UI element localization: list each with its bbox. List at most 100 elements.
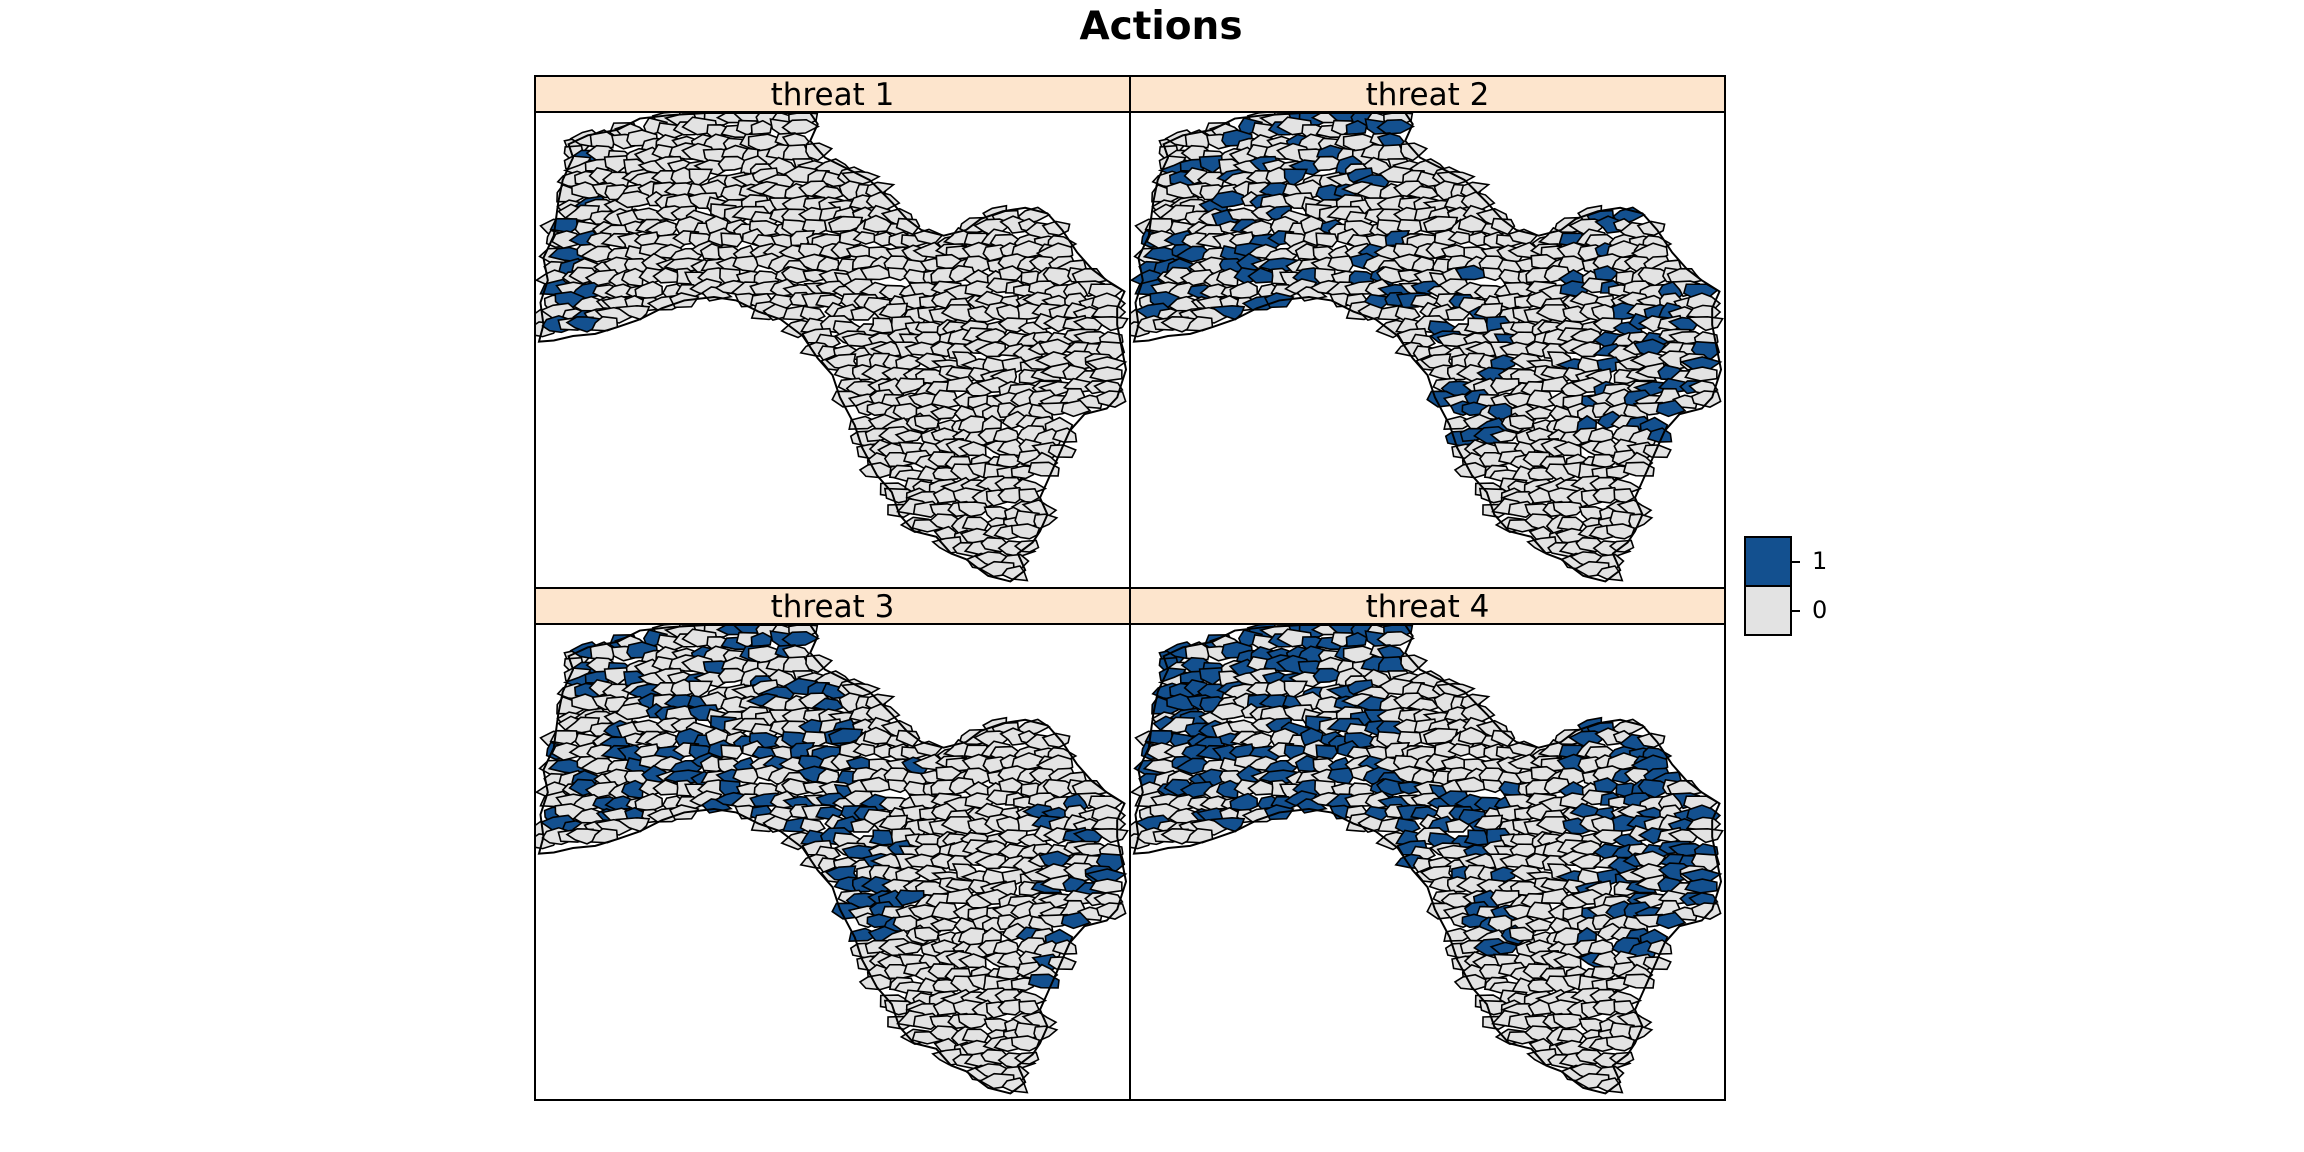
planning-units-map — [1131, 113, 1724, 583]
legend-label-0: 0 — [1812, 596, 1828, 624]
planning-unit — [1376, 630, 1415, 647]
facet-strip-label: threat 2 — [1129, 75, 1726, 113]
planning-unit — [1394, 305, 1421, 323]
planning-unit-selected — [1655, 399, 1687, 418]
planning-unit — [1010, 523, 1041, 540]
planning-unit — [858, 973, 892, 991]
planning-unit-selected — [781, 630, 820, 647]
planning-unit-selected — [1394, 817, 1421, 835]
planning-unit — [1210, 702, 1248, 721]
planning-units-map — [536, 113, 1129, 583]
planning-unit — [929, 405, 960, 420]
planning-unit — [958, 441, 987, 457]
planning-unit — [913, 414, 940, 430]
planning-unit — [974, 341, 1007, 358]
facet-panel-threat-3: threat 3 — [534, 587, 1131, 1101]
planning-units-map — [1131, 625, 1724, 1095]
facet-panel-threat-2: threat 2 — [1129, 75, 1726, 589]
planning-unit — [932, 487, 959, 504]
planning-unit — [1605, 523, 1636, 540]
catchment-outline — [1132, 113, 1723, 583]
planning-unit-selected — [1210, 190, 1248, 209]
planning-unit — [1090, 315, 1129, 332]
planning-unit — [1553, 441, 1582, 457]
planning-unit-selected — [1060, 911, 1092, 930]
planning-unit — [1051, 939, 1078, 955]
planning-units-group — [536, 625, 1129, 1094]
planning-unit — [1592, 486, 1620, 504]
planning-unit — [1508, 414, 1535, 430]
planning-unit — [750, 119, 773, 136]
planning-unit — [1090, 827, 1129, 844]
legend-swatch-1 — [1744, 536, 1792, 587]
facet-panel-threat-4: threat 4 — [1129, 587, 1726, 1101]
planning-units-group — [536, 113, 1129, 582]
planning-unit — [1527, 999, 1554, 1016]
catchment-outline — [537, 625, 1128, 1095]
facet-map-area — [1129, 623, 1726, 1101]
planning-unit — [913, 926, 940, 942]
planning-unit-selected — [750, 631, 773, 648]
planning-unit-selected — [1315, 744, 1339, 760]
planning-unit — [858, 461, 892, 479]
planning-unit — [1553, 953, 1582, 969]
planning-unit — [1453, 973, 1487, 991]
planning-unit-selected — [1646, 427, 1673, 443]
planning-unit — [1060, 399, 1092, 418]
planning-unit-selected — [1684, 878, 1718, 894]
planning-unit — [932, 999, 959, 1016]
planning-unit — [1315, 232, 1339, 248]
planning-unit — [811, 185, 845, 201]
facet-strip-label: threat 3 — [534, 587, 1131, 625]
planning-unit — [1605, 1035, 1636, 1052]
planning-unit — [603, 667, 629, 686]
planning-unit — [1051, 427, 1078, 443]
planning-unit — [850, 818, 876, 833]
figure-title: Actions — [1079, 4, 1243, 49]
planning-units-map — [536, 625, 1129, 1095]
catchment-outline — [537, 113, 1128, 583]
planning-unit — [1406, 697, 1440, 713]
facet-map-area — [534, 623, 1131, 1101]
planning-units-group — [1131, 625, 1724, 1094]
planning-unit — [1445, 306, 1471, 321]
catchment-outline — [1132, 625, 1723, 1095]
planning-unit — [1445, 818, 1471, 833]
planning-unit-selected — [1345, 119, 1368, 136]
planning-unit — [997, 998, 1025, 1016]
facet-strip-label: threat 4 — [1129, 587, 1726, 625]
planning-unit — [1685, 315, 1724, 332]
planning-unit — [1684, 366, 1718, 382]
facet-strip-label: threat 1 — [534, 75, 1131, 113]
planning-unit — [615, 702, 653, 721]
planning-unit — [1646, 939, 1673, 955]
planning-unit — [997, 486, 1025, 504]
legend-swatch-0 — [1744, 585, 1792, 636]
planning-unit-selected — [1198, 155, 1224, 174]
planning-unit — [961, 516, 990, 532]
legend-tick — [1790, 610, 1800, 612]
planning-unit — [1453, 461, 1487, 479]
planning-unit — [799, 817, 826, 835]
planning-unit — [720, 232, 744, 248]
planning-unit — [615, 190, 653, 209]
planning-unit-selected — [1198, 667, 1224, 686]
facet-map-area — [534, 111, 1131, 589]
planning-unit — [1524, 917, 1555, 932]
planning-unit-selected — [1345, 631, 1368, 648]
planning-unit — [1592, 998, 1620, 1016]
planning-unit — [781, 118, 820, 135]
planning-unit-selected — [1655, 911, 1687, 930]
planning-unit — [974, 853, 1007, 870]
planning-units-group — [1131, 113, 1724, 582]
legend-label-1: 1 — [1812, 547, 1828, 575]
planning-unit — [603, 155, 629, 174]
planning-unit — [929, 917, 960, 932]
facet-panel-threat-1: threat 1 — [534, 75, 1131, 589]
planning-unit — [1010, 1035, 1041, 1052]
planning-unit — [958, 953, 987, 969]
planning-unit — [1406, 185, 1440, 201]
planning-unit — [961, 1028, 990, 1044]
planning-unit — [1556, 1028, 1585, 1044]
planning-unit — [1508, 926, 1535, 942]
